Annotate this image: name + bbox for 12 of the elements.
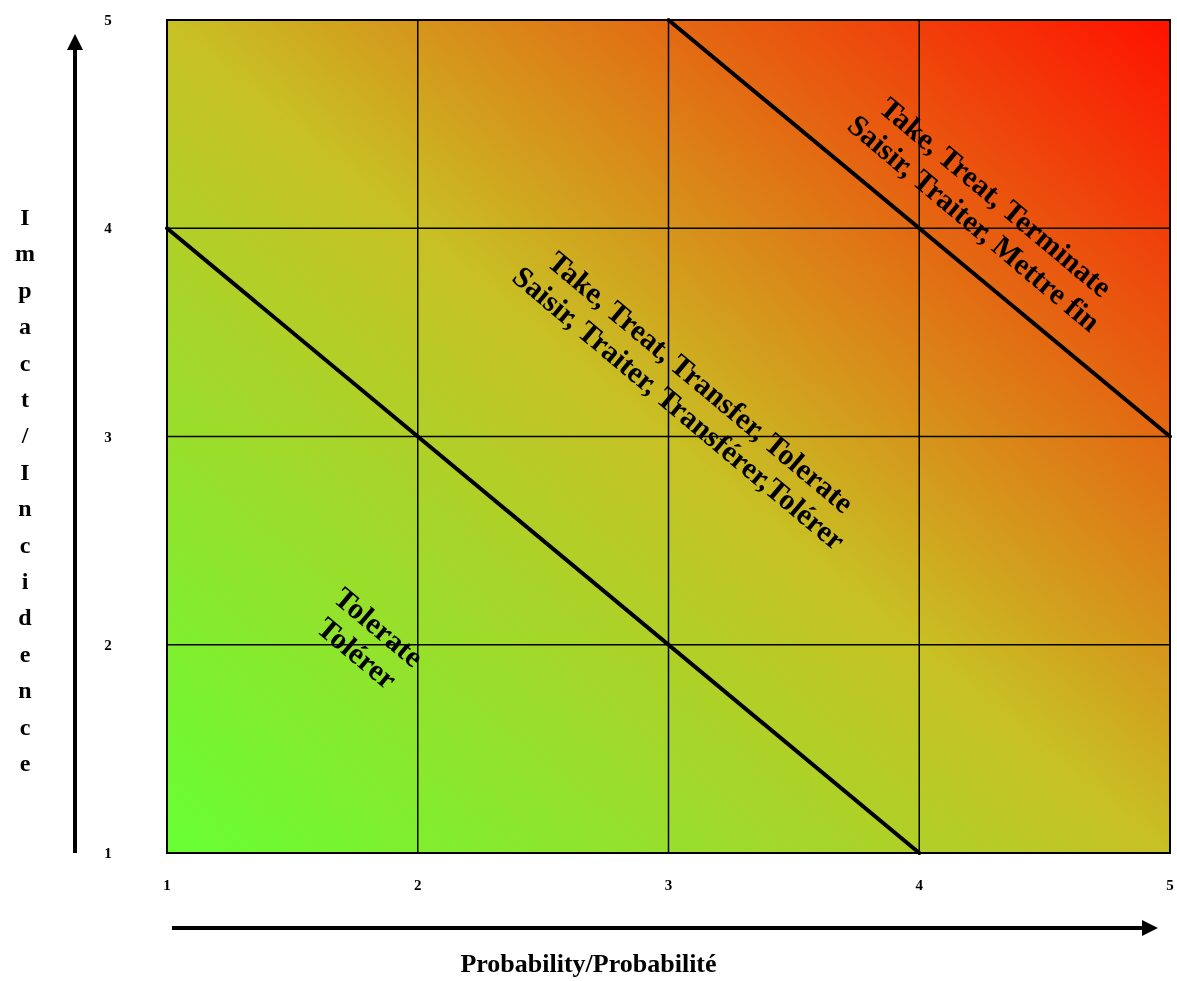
x-axis-title: Probability/Probabilité (460, 949, 717, 978)
y-tick-label: 3 (104, 428, 112, 445)
x-tick-label: 4 (915, 877, 924, 893)
y-tick-label: 4 (104, 220, 113, 237)
text: Impact/Incidence (15, 204, 35, 776)
x-tick-label: 5 (1166, 877, 1174, 893)
x-tick-label: 3 (664, 877, 673, 893)
y-tick-label: 5 (104, 12, 112, 28)
y-tick-label: 1 (104, 845, 112, 861)
x-tick-label: 1 (163, 877, 171, 893)
x-tick-label: 2 (414, 877, 422, 893)
y-tick-label: 2 (104, 636, 112, 653)
